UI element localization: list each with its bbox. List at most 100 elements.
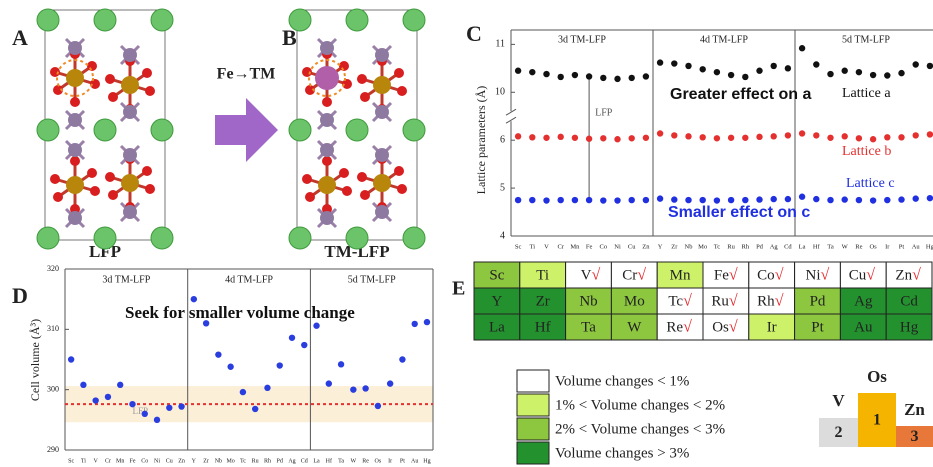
x-tick-label: V xyxy=(544,243,549,250)
panel-label: C xyxy=(466,21,482,46)
element-symbol: Ag xyxy=(854,293,873,309)
x-tick-label: Zr xyxy=(203,458,209,464)
x-tick-label: Y xyxy=(658,243,663,250)
legend-label: Volume changes < 1% xyxy=(555,373,689,389)
point xyxy=(529,69,535,75)
x-tick-label: Fe xyxy=(586,243,593,250)
x-tick-label: Ta xyxy=(827,243,834,250)
point xyxy=(842,133,848,139)
point xyxy=(227,364,233,370)
point xyxy=(913,195,919,201)
reference-label: LFP xyxy=(595,107,613,118)
point xyxy=(714,135,720,141)
point xyxy=(884,197,890,203)
x-tick-label: Ir xyxy=(885,243,890,250)
element-symbol: La xyxy=(489,319,505,335)
point xyxy=(657,130,663,136)
phosphorus-atom xyxy=(375,205,389,219)
check-mark: √ xyxy=(912,267,921,284)
phosphorus-atom xyxy=(320,143,334,157)
x-tick-label: Pt xyxy=(899,243,905,250)
check-mark: √ xyxy=(683,293,692,310)
x-tick-label: Os xyxy=(375,458,382,464)
lithium-atom xyxy=(289,119,311,141)
point xyxy=(558,74,564,80)
x-tick-label: Ru xyxy=(727,243,735,250)
legend-label: 1% < Volume changes < 2% xyxy=(555,397,725,413)
point xyxy=(301,342,307,348)
point xyxy=(629,197,635,203)
oxygen-atom xyxy=(142,68,152,78)
element-symbol: Zr xyxy=(536,293,550,309)
element-symbol: Tc xyxy=(668,293,683,309)
check-mark: √ xyxy=(775,293,784,310)
x-tick-label: Tc xyxy=(240,458,246,464)
check-mark: √ xyxy=(592,267,601,284)
element-symbol: Ir xyxy=(767,319,777,335)
group-label: 3d TM-LFP xyxy=(558,34,606,45)
point xyxy=(289,335,295,341)
oxygen-atom xyxy=(357,172,367,182)
oxygen-atom xyxy=(87,168,97,178)
point xyxy=(700,66,706,72)
x-tick-label: Re xyxy=(855,243,862,250)
point xyxy=(671,60,677,66)
check-mark: √ xyxy=(821,267,830,284)
x-tick-label: W xyxy=(842,243,849,250)
y-axis-label: Lattice parameters (Å) xyxy=(474,86,488,195)
podium-element: V xyxy=(832,391,845,410)
tm-atom xyxy=(315,66,339,90)
check-mark: √ xyxy=(683,319,692,336)
oxygen-atom xyxy=(108,92,118,102)
x-tick-label: Cr xyxy=(105,458,111,464)
point xyxy=(572,72,578,78)
element-symbol: Sc xyxy=(489,267,504,283)
podium-rank: 2 xyxy=(835,424,843,441)
oxygen-atom xyxy=(105,172,115,182)
point xyxy=(629,75,635,81)
x-tick-label: Pd xyxy=(756,243,764,250)
annotation: Seek for smaller volume change xyxy=(125,303,355,322)
check-mark: √ xyxy=(729,319,738,336)
lithium-atom xyxy=(289,9,311,31)
point xyxy=(252,406,258,412)
phosphorus-atom xyxy=(68,41,82,55)
y-tick-label: 5 xyxy=(500,182,505,193)
point xyxy=(529,134,535,140)
point xyxy=(728,197,734,203)
point xyxy=(728,72,734,78)
element-symbol: Ti xyxy=(536,267,549,283)
x-tick-label: Ta xyxy=(338,458,344,464)
point xyxy=(898,134,904,140)
point xyxy=(927,63,933,69)
element-symbol: Mn xyxy=(670,267,691,283)
point xyxy=(572,197,578,203)
legend-label: Volume changes > 3% xyxy=(555,445,689,461)
series-label: Lattice a xyxy=(842,86,891,101)
point xyxy=(586,136,592,142)
check-mark: √ xyxy=(866,267,875,284)
element-symbol: Y xyxy=(491,293,502,309)
point xyxy=(543,135,549,141)
legend-label: 2% < Volume changes < 3% xyxy=(555,421,725,437)
point xyxy=(586,73,592,79)
point xyxy=(643,73,649,79)
podium-rank: 1 xyxy=(873,412,881,429)
point xyxy=(600,197,606,203)
x-tick-label: Rh xyxy=(264,458,271,464)
point xyxy=(813,61,819,67)
point xyxy=(105,394,111,400)
iron-atom xyxy=(373,76,391,94)
series-label: Lattice c xyxy=(846,176,895,191)
point xyxy=(657,195,663,201)
point xyxy=(799,45,805,51)
point xyxy=(813,196,819,202)
x-tick-label: La xyxy=(799,243,806,250)
element-symbol: Co xyxy=(757,267,775,283)
element-symbol: Hg xyxy=(900,319,919,335)
point xyxy=(913,132,919,138)
lithium-atom xyxy=(37,227,59,249)
oxygen-atom xyxy=(145,184,155,194)
x-tick-label: Sc xyxy=(68,458,74,464)
